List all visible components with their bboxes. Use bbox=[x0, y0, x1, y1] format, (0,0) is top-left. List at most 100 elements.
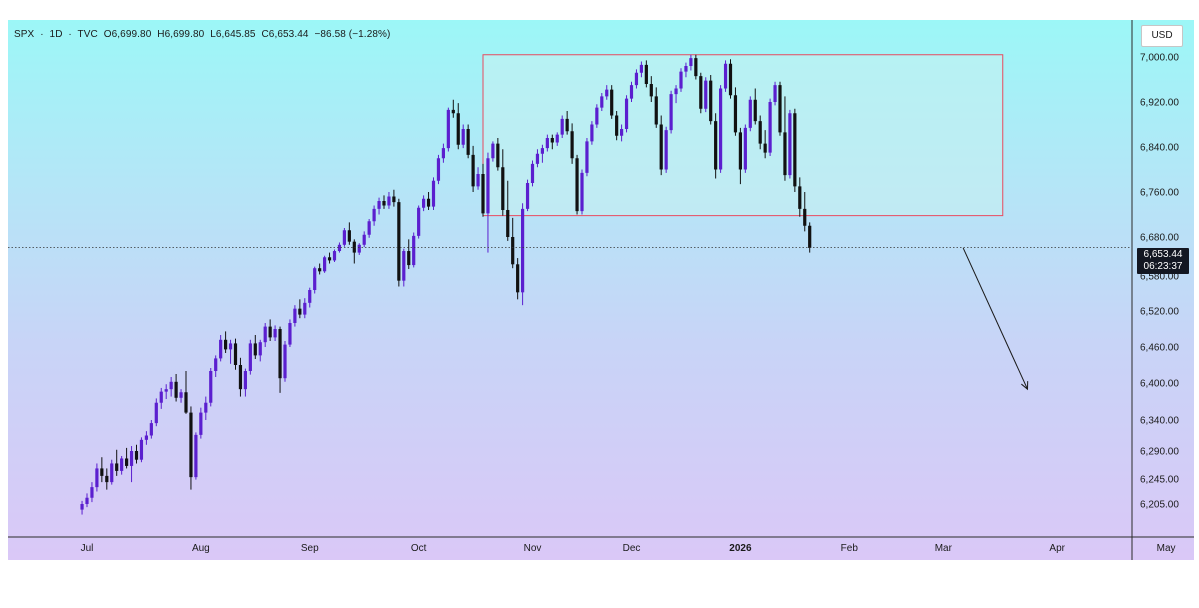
candle bbox=[699, 72, 703, 114]
candle bbox=[639, 61, 643, 78]
legend-symbol[interactable]: SPX bbox=[14, 29, 35, 40]
currency-button[interactable]: USD bbox=[1141, 25, 1183, 47]
candle bbox=[788, 109, 792, 179]
candle-body bbox=[426, 198, 431, 207]
price-scale[interactable]: 7,000.00 6,920.00 6,840.00 6,760.00 6,680.00… bbox=[1140, 53, 1179, 511]
candle-body bbox=[352, 241, 356, 253]
candle bbox=[768, 98, 772, 156]
candle-body bbox=[382, 201, 386, 206]
candle bbox=[184, 371, 188, 414]
candle bbox=[144, 431, 148, 445]
consolidation-box-layer bbox=[482, 54, 1004, 217]
price-chart[interactable]: 7,000.00 6,920.00 6,840.00 6,760.00 6,680.00… bbox=[8, 20, 1194, 560]
time-tick-label: Dec bbox=[623, 543, 641, 554]
candle-body bbox=[575, 158, 579, 212]
candle bbox=[100, 457, 104, 483]
candle bbox=[461, 124, 465, 149]
candle-body bbox=[550, 138, 554, 143]
candle bbox=[521, 203, 525, 306]
candle-body bbox=[723, 63, 728, 89]
candle bbox=[511, 217, 515, 269]
candle bbox=[308, 287, 312, 308]
candle-body bbox=[649, 84, 653, 97]
candle bbox=[525, 179, 530, 212]
candle-body bbox=[293, 308, 297, 323]
candle-body bbox=[392, 196, 396, 203]
candle bbox=[129, 446, 134, 483]
consolidation-box[interactable] bbox=[482, 54, 1004, 217]
candle bbox=[783, 96, 787, 181]
candle bbox=[758, 115, 762, 150]
candle-body bbox=[659, 124, 663, 170]
candle bbox=[555, 132, 559, 146]
candle-body bbox=[199, 412, 203, 435]
time-tick-label: Jul bbox=[81, 543, 94, 554]
candle bbox=[431, 177, 436, 210]
candle bbox=[95, 463, 99, 492]
candle bbox=[773, 81, 777, 106]
candle bbox=[595, 104, 599, 128]
candle bbox=[199, 407, 203, 439]
candle bbox=[194, 432, 198, 480]
candle-body bbox=[164, 389, 168, 392]
candle bbox=[238, 357, 243, 397]
overlay-layer bbox=[8, 247, 1132, 391]
candle-body bbox=[228, 343, 233, 350]
candle bbox=[560, 115, 564, 138]
candle-body bbox=[159, 391, 163, 403]
candle bbox=[372, 205, 376, 226]
candle-body bbox=[372, 208, 376, 222]
candle bbox=[90, 482, 94, 503]
candle bbox=[496, 138, 500, 171]
candle-body bbox=[491, 143, 495, 159]
candle-body bbox=[125, 458, 129, 466]
candle-body bbox=[501, 167, 505, 210]
candle-body bbox=[669, 94, 673, 131]
candle bbox=[719, 85, 723, 173]
candle-body bbox=[496, 143, 500, 168]
candle-body bbox=[278, 329, 282, 379]
candle-body bbox=[397, 202, 401, 281]
candle-body bbox=[308, 290, 312, 303]
candle-body bbox=[169, 381, 173, 390]
candle bbox=[253, 335, 257, 359]
candle-body bbox=[110, 463, 114, 483]
candle-body bbox=[639, 64, 643, 73]
candle-body bbox=[288, 323, 292, 345]
candle-body bbox=[332, 251, 337, 261]
candle bbox=[382, 195, 386, 209]
candle-body bbox=[268, 326, 272, 338]
candle-body bbox=[204, 402, 208, 413]
candle bbox=[728, 59, 733, 99]
candle bbox=[164, 384, 168, 400]
candle-body bbox=[545, 138, 549, 149]
candle bbox=[298, 299, 302, 319]
candle bbox=[204, 396, 208, 420]
candle bbox=[689, 54, 693, 71]
price-tick-label: 6,760.00 bbox=[1140, 188, 1179, 199]
projection-arrow-line[interactable] bbox=[962, 247, 1028, 390]
candle-body bbox=[476, 174, 480, 187]
candle bbox=[243, 368, 247, 397]
candle bbox=[263, 323, 267, 347]
candle bbox=[169, 377, 173, 397]
candle-body bbox=[530, 163, 535, 183]
candle bbox=[342, 228, 346, 247]
candle-body bbox=[481, 174, 485, 214]
candle-body bbox=[704, 80, 708, 109]
candle bbox=[362, 231, 366, 248]
candle bbox=[377, 197, 381, 215]
candle-body bbox=[605, 89, 609, 97]
candle bbox=[763, 130, 767, 159]
candle bbox=[610, 85, 614, 119]
candle bbox=[357, 243, 361, 255]
time-scale[interactable]: Jul Aug Sep Oct Nov Dec 2026 Feb Mar Apr May bbox=[81, 543, 1176, 554]
candle bbox=[694, 54, 698, 80]
candle bbox=[80, 500, 84, 515]
candle-body bbox=[748, 99, 752, 128]
price-tick-label: 7,000.00 bbox=[1140, 53, 1179, 64]
candle-body bbox=[560, 118, 564, 135]
legend-low: L6,645.85 bbox=[210, 29, 256, 40]
candle-body bbox=[347, 230, 351, 242]
last-price-value: 6,653.44 bbox=[1143, 249, 1183, 260]
